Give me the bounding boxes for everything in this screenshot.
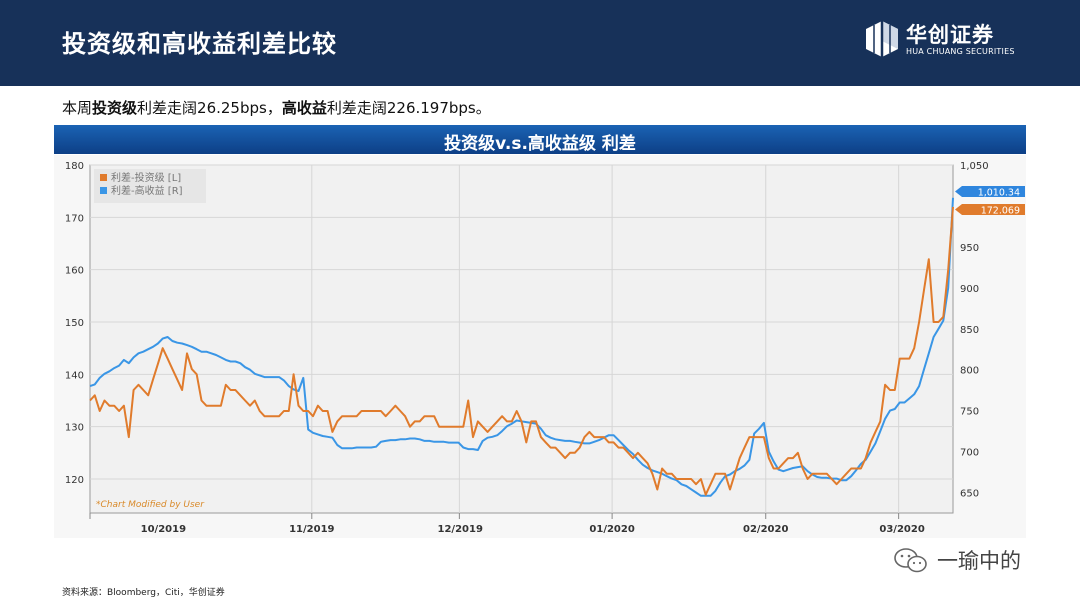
x-tick-label: 03/2020 (879, 524, 924, 535)
legend-label: 利差-高收益 [R] (111, 184, 183, 197)
right-tick-label: 950 (960, 243, 979, 254)
summary-prefix: 本周 (62, 99, 93, 117)
x-tick-label: 11/2019 (289, 524, 334, 535)
x-tick-label: 12/2019 (438, 524, 483, 535)
left-tick-label: 140 (65, 370, 84, 381)
legend-box (94, 169, 206, 203)
last-value-hy-label: 1,010.34 (978, 187, 1020, 198)
right-tick-label: 700 (960, 448, 979, 459)
logo-text-en: HUA CHUANG SECURITIES (906, 47, 1015, 56)
chart-title-banner: 投资级v.s.高收益级 利差 (54, 125, 1026, 154)
x-tick-label: 01/2020 (589, 524, 634, 535)
source-footnote: 资料来源：Bloomberg，Citi，华创证券 (62, 588, 225, 598)
page-title: 投资级和高收益利差比较 (62, 30, 337, 58)
chart-panel: 10/2019 11/2019 12/2019 01/2020 02/2020 03/20… (54, 155, 1026, 538)
watermark-text: 一瑜中的 (937, 549, 1021, 573)
spread-line-chart: 10/2019 11/2019 12/2019 01/2020 02/2020 03/20… (65, 161, 1025, 535)
legend-swatch (100, 174, 107, 181)
left-tick-label: 170 (65, 213, 84, 224)
left-tick-label: 180 (65, 161, 84, 172)
x-tick-label: 10/2019 (141, 524, 186, 535)
summary-ig-text: 利差走阔26.25bps， (137, 99, 282, 117)
logo-text-cn: 华创证券 (906, 23, 994, 47)
header-bar: 投资级和高收益利差比较 华创证券 HUA CHUANG SECURITIES (0, 0, 1080, 86)
right-tick-label: 800 (960, 366, 979, 377)
left-tick-label: 130 (65, 423, 84, 434)
watermark: 一瑜中的 (893, 545, 1053, 579)
right-tick-label: 850 (960, 325, 979, 336)
wechat-icon (894, 548, 927, 573)
right-tick-label: 650 (960, 489, 979, 500)
company-logo: 华创证券 HUA CHUANG SECURITIES (864, 19, 1024, 63)
right-tick-label: 750 (960, 407, 979, 418)
summary-hy-text: 利差走阔226.197bps。 (326, 99, 491, 117)
right-tick-label: 900 (960, 284, 979, 295)
right-tick-label: 1,050 (960, 161, 989, 172)
logo-cube-icon (866, 21, 898, 57)
legend-label: 利差-投资级 [L] (111, 171, 181, 184)
last-value-ig-label: 172.069 (981, 206, 1020, 217)
x-tick-label: 02/2020 (743, 524, 788, 535)
plot-area (89, 164, 954, 514)
summary-hy-label: 高收益 (281, 99, 327, 117)
legend-swatch (100, 187, 107, 194)
last-value-hy-marker (955, 185, 1025, 197)
chart-title: 投资级v.s.高收益级 利差 (444, 134, 636, 154)
summary-ig-label: 投资级 (92, 99, 138, 117)
summary-text: 本周投资级利差走阔26.25bps，高收益利差走阔226.197bps。 (62, 97, 491, 118)
left-tick-label: 160 (65, 266, 84, 277)
series-line-investment-grade (89, 206, 954, 496)
chart-note: *Chart Modified by User (96, 500, 205, 510)
left-tick-label: 150 (65, 318, 84, 329)
left-tick-label: 120 (65, 475, 84, 486)
last-value-ig-marker (955, 204, 1025, 216)
